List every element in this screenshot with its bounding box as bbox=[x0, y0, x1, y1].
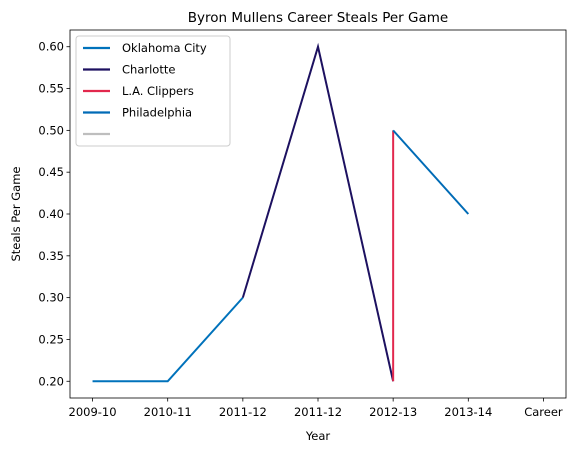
chart-title: Byron Mullens Career Steals Per Game bbox=[188, 10, 448, 26]
x-tick-label: 2010-11 bbox=[144, 405, 192, 419]
legend-label: Charlotte bbox=[122, 63, 175, 77]
y-tick-label: 0.60 bbox=[38, 40, 64, 54]
y-axis-label: Steals Per Game bbox=[9, 167, 23, 262]
legend-box bbox=[75, 35, 231, 147]
y-tick-label: 0.40 bbox=[38, 207, 64, 221]
series-line-3 bbox=[392, 129, 470, 215]
x-tick-label: 2013-14 bbox=[444, 405, 492, 419]
y-tick-label: 0.20 bbox=[38, 374, 64, 388]
x-tick-label: 2012-13 bbox=[369, 405, 417, 419]
y-tick-label: 0.45 bbox=[38, 165, 64, 179]
y-tick-label: 0.30 bbox=[38, 291, 64, 305]
y-tick-label: 0.35 bbox=[38, 249, 64, 263]
series-line-1 bbox=[241, 42, 395, 382]
ticks-layer: 2009-10 2010-11 2011-12 2011-12 2012-13 2013-… bbox=[38, 40, 563, 419]
legend-label: L.A. Clippers bbox=[122, 84, 194, 98]
x-tick-label: Career bbox=[524, 405, 563, 419]
x-tick-label: 2011-12 bbox=[294, 405, 342, 419]
y-tick-label: 0.25 bbox=[38, 332, 64, 346]
x-axis-label: Year bbox=[305, 429, 331, 443]
series-line-0 bbox=[92, 296, 244, 383]
x-tick-label: 2011-12 bbox=[219, 405, 267, 419]
y-tick-label: 0.50 bbox=[38, 123, 64, 137]
legend: Oklahoma City Charlotte L.A. Clippers Phila… bbox=[75, 35, 231, 147]
legend-label: Philadelphia bbox=[122, 106, 192, 120]
y-tick-label: 0.55 bbox=[38, 82, 64, 96]
legend-label: Oklahoma City bbox=[122, 41, 207, 55]
series-layer bbox=[92, 42, 470, 383]
x-tick-label: 2009-10 bbox=[69, 405, 117, 419]
